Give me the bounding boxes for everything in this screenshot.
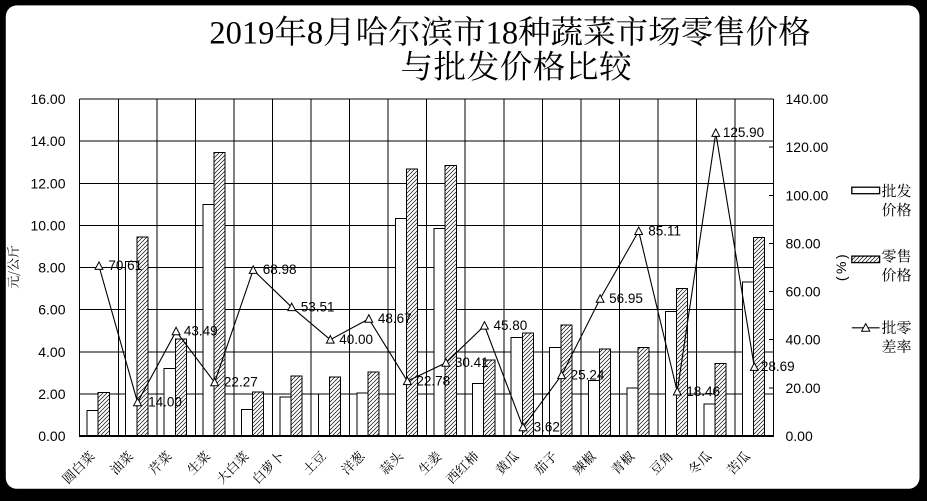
svg-text:20.00: 20.00: [786, 380, 821, 396]
svg-text:140.00: 140.00: [786, 91, 829, 107]
svg-text:22.27: 22.27: [224, 375, 258, 390]
svg-text:40.00: 40.00: [786, 332, 821, 348]
svg-text:80.00: 80.00: [786, 235, 821, 251]
svg-text:43.49: 43.49: [184, 324, 218, 339]
svg-text:25.24: 25.24: [571, 367, 605, 382]
svg-text:0.00: 0.00: [786, 428, 813, 444]
svg-text:16.00: 16.00: [30, 91, 65, 107]
svg-text:22.78: 22.78: [416, 373, 450, 388]
svg-text:120.00: 120.00: [786, 139, 829, 155]
svg-text:14.00: 14.00: [148, 395, 182, 410]
svg-text:4.00: 4.00: [38, 344, 65, 360]
svg-text:8: 8: [307, 15, 323, 51]
svg-text:18: 18: [486, 15, 519, 51]
svg-text:6.00: 6.00: [38, 302, 65, 318]
svg-text:2.00: 2.00: [38, 386, 65, 402]
svg-text:28.69: 28.69: [761, 359, 795, 374]
svg-text:12.00: 12.00: [30, 175, 65, 191]
svg-text:18.46: 18.46: [686, 384, 720, 399]
svg-text:3.62: 3.62: [534, 419, 560, 434]
svg-text:56.95: 56.95: [609, 291, 643, 306]
svg-text:68.98: 68.98: [263, 262, 297, 277]
svg-text:30.41: 30.41: [455, 355, 489, 370]
svg-text:8.00: 8.00: [38, 260, 65, 276]
svg-text:60.00: 60.00: [786, 284, 821, 300]
svg-text:(%): (%): [833, 252, 849, 281]
svg-text:2019: 2019: [209, 15, 274, 51]
svg-text:53.51: 53.51: [301, 299, 335, 314]
svg-text:14.00: 14.00: [30, 133, 65, 149]
svg-text:48.67: 48.67: [378, 311, 412, 326]
svg-text:0.00: 0.00: [38, 428, 65, 444]
svg-text:70.61: 70.61: [108, 258, 142, 273]
svg-text:10.00: 10.00: [30, 217, 65, 233]
svg-text:100.00: 100.00: [786, 187, 829, 203]
svg-text:125.90: 125.90: [723, 125, 764, 140]
svg-text:40.00: 40.00: [339, 332, 373, 347]
svg-text:85.11: 85.11: [648, 223, 681, 238]
svg-text:45.80: 45.80: [493, 318, 527, 333]
